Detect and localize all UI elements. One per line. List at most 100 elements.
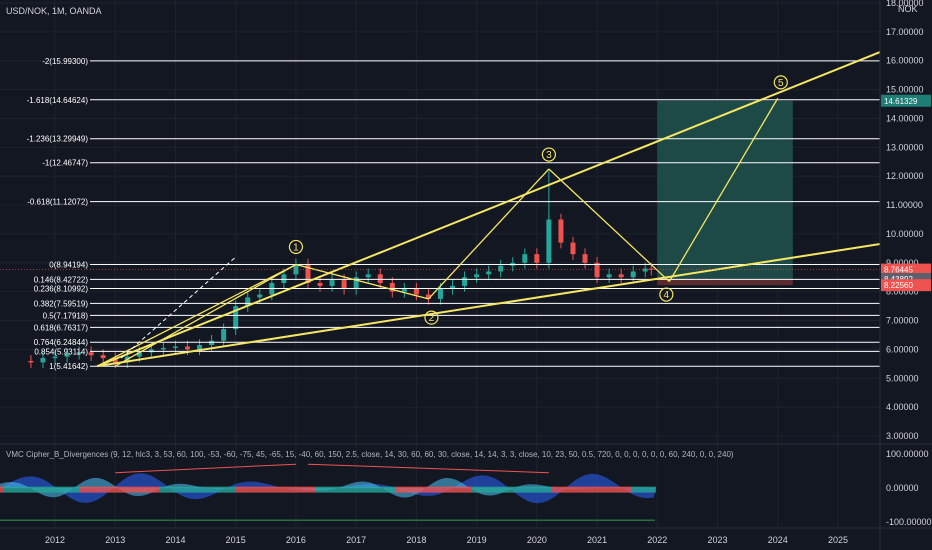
candle-body [76,352,82,354]
time-tick: 2018 [406,535,426,545]
candle-body [88,352,94,356]
money-flow-bar [168,486,172,493]
money-flow-bar [32,486,36,493]
money-flow-bar [216,486,220,493]
candle-body [317,283,323,286]
wave-marker-circle [541,147,556,162]
fib-label: 0(8.94194) [49,260,88,269]
money-flow-bar [652,486,656,493]
money-flow-bar [528,486,532,493]
indicator-tick: 0.00000 [886,483,919,493]
money-flow-bar [440,486,444,493]
indicator-title: VMC Cipher_B_Divergences (9, 12, hlc3, 3… [6,450,734,459]
money-flow-bar [520,486,524,493]
candle-body [401,288,407,292]
time-tick: 2022 [647,535,667,545]
low-price-tag: 8.22560 [884,281,913,290]
time-tick: 2025 [828,535,848,545]
money-flow-bar [196,486,200,493]
money-flow-bar [500,486,504,493]
price-tick: 10.00000 [886,229,924,239]
money-flow-bar [80,486,84,493]
time-tick: 2013 [105,535,125,545]
candle-body [498,265,504,272]
money-flow-bar [380,486,384,493]
money-flow-bar [8,486,12,493]
money-flow-bar [376,486,380,493]
money-flow-bar [280,486,284,493]
money-flow-bar [112,486,116,493]
money-flow-bar [88,486,92,493]
fib-label: 0.382(7.59519) [34,299,89,308]
money-flow-bar [52,486,56,493]
wave-marker-circle [288,239,304,255]
money-flow-bar [120,486,124,493]
candle-body [486,271,492,275]
money-flow-bar [68,486,72,493]
money-flow-bar [612,486,616,493]
money-flow-bar [60,486,64,493]
trend-lines [0,51,881,368]
money-flow-bar [476,486,480,493]
money-flow-bar [572,486,576,493]
money-flow-bar [256,486,260,493]
wave-markers: 1 2 3 4 5 [288,75,788,325]
money-flow-bar [324,486,328,493]
wave-marker-circle [424,310,439,325]
money-flow-bar [628,486,632,493]
money-flow-bar [640,486,644,493]
candle-body [28,360,34,363]
money-flow-bar [632,486,636,493]
time-tick: 2021 [587,535,607,545]
money-flow-bar [36,486,40,493]
wave-marker-label: 3 [546,150,552,161]
price-tick: 3.00000 [886,431,919,441]
money-flow-bar [548,486,552,493]
money-flow-bar [264,486,268,493]
money-flow-bar [424,486,428,493]
money-flow-bar [268,486,272,493]
money-flow-bar [92,486,96,493]
money-flow-bar [72,486,76,493]
lower-channel-line [97,243,881,368]
wave-marker-label: 4 [664,290,670,301]
money-flow-bar [420,486,424,493]
fib-label: 1(5.41642) [49,362,88,371]
money-flow-bar [496,486,500,493]
money-flow-bar [536,486,540,493]
money-flow-bar [160,486,164,493]
fib-label: 0.236(8.10992) [34,284,89,293]
divergence-line [115,463,296,474]
money-flow-bar [244,486,248,493]
time-tick: 2012 [45,535,65,545]
position-target-zone [657,100,793,279]
price-tick: 6.00000 [886,344,919,354]
money-flow-bar [336,486,340,493]
price-tick: 12.00000 [886,171,924,181]
time-tick: 2019 [467,535,487,545]
candle-body [40,358,46,363]
indicator-tick: -100.00000 [886,517,932,527]
fib-label: -1.236(13.29949) [27,135,89,144]
money-flow-bar [96,486,100,493]
money-flow-bar [492,486,496,493]
money-flow-bar [468,486,472,493]
candle-body [365,274,371,278]
price-tick: 14.00000 [886,113,924,123]
money-flow-bar [600,486,604,493]
money-flow-bar [556,486,560,493]
money-flow-bar [116,486,120,493]
money-flow-bar [644,486,648,493]
indicator-pane [0,463,656,522]
money-flow-bar [144,486,148,493]
money-flow-bar [180,486,184,493]
money-flow-bar [260,486,264,493]
candle-body [221,329,227,341]
money-flow-bar [416,486,420,493]
wave-segment [295,263,429,300]
money-flow-bar [28,486,32,493]
candle-body [209,340,215,346]
candle-body [112,358,118,363]
money-flow-bar [124,486,128,493]
